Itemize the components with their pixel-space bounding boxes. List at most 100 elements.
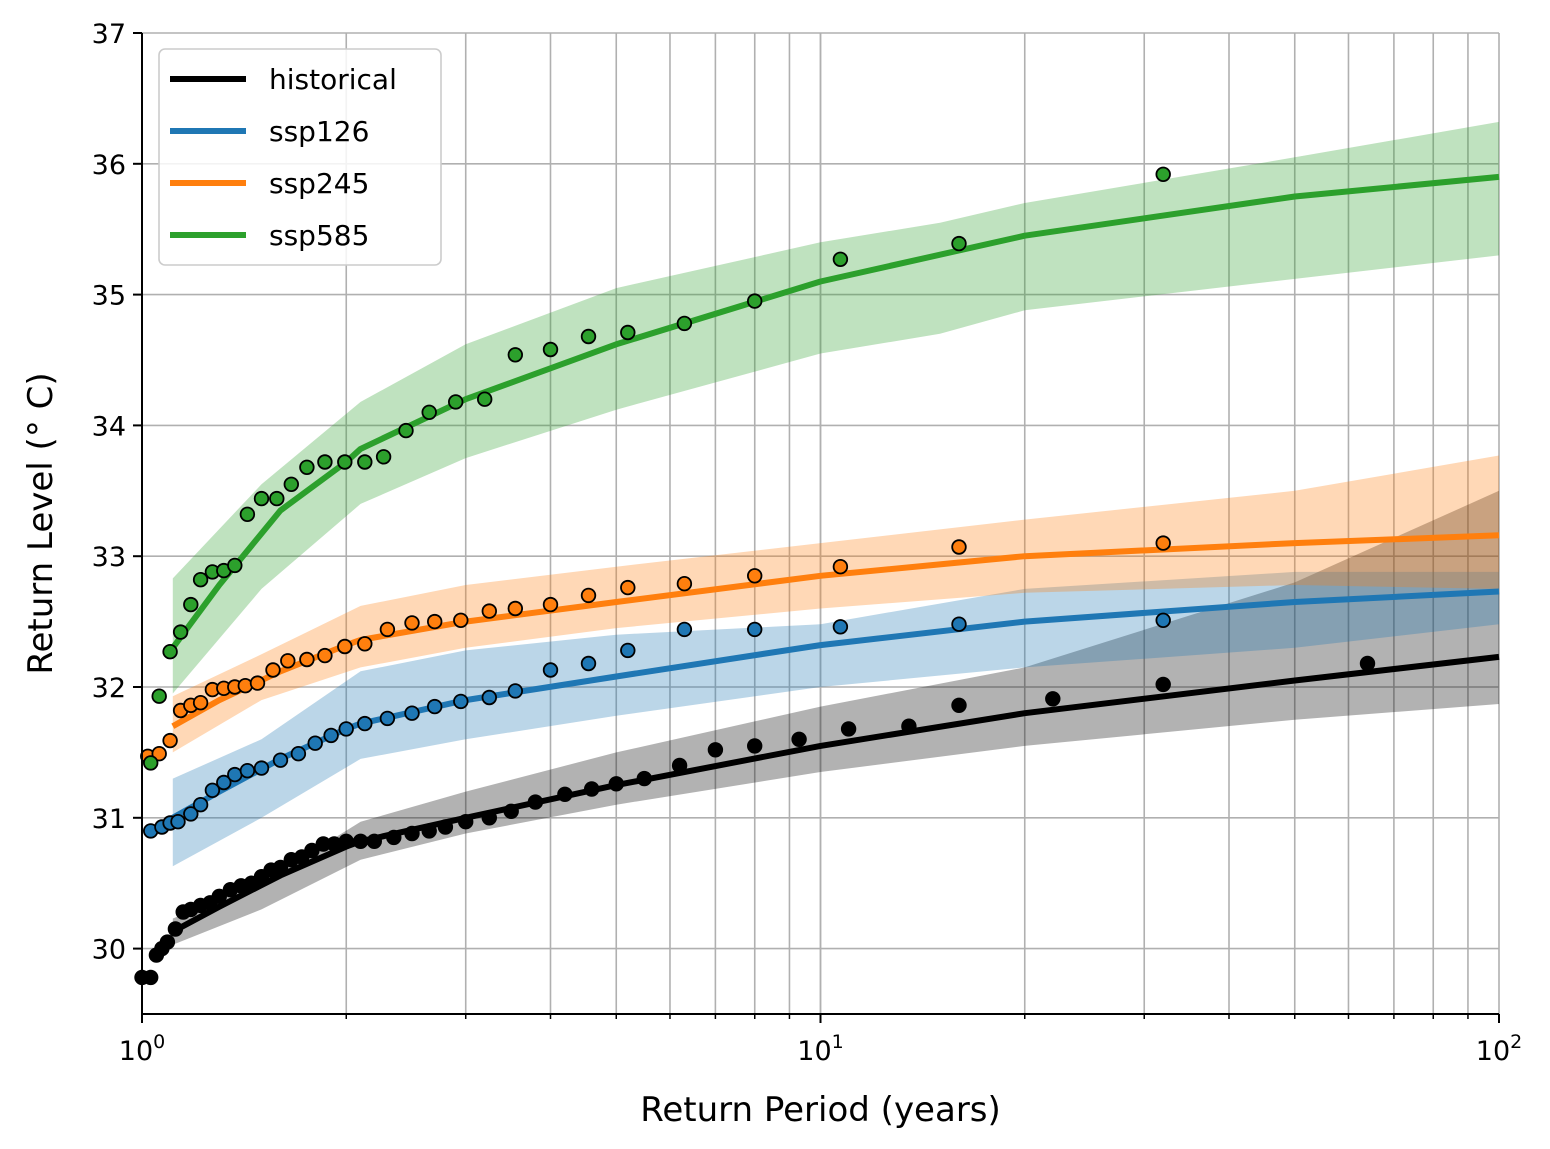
point-ssp585 — [676, 315, 693, 332]
point-ssp126 — [239, 763, 256, 779]
point-ssp585 — [580, 328, 597, 345]
point-ssp245 — [237, 678, 254, 694]
point-historical — [840, 721, 857, 737]
y-tick-label: 30 — [92, 935, 126, 966]
point-historical — [437, 819, 454, 835]
x-tick-label: 100 — [119, 1031, 165, 1067]
point-ssp245 — [832, 559, 849, 575]
point-ssp245 — [620, 579, 636, 596]
point-ssp126 — [747, 621, 763, 638]
grid-lines — [141, 32, 1500, 1014]
point-ssp585 — [832, 251, 849, 267]
point-ssp585 — [172, 624, 189, 640]
point-ssp126 — [183, 806, 199, 822]
point-historical — [636, 770, 653, 787]
point-ssp245 — [580, 587, 597, 604]
legend-box — [158, 48, 442, 266]
point-ssp585 — [542, 341, 559, 358]
point-ssp245 — [317, 647, 333, 664]
point-historical — [671, 757, 688, 774]
point-ssp585 — [253, 490, 270, 507]
point-ssp126 — [170, 814, 186, 830]
y-tick-label: 31 — [92, 804, 126, 835]
point-ssp126 — [307, 735, 323, 751]
point-ssp245 — [249, 675, 266, 691]
point-ssp585 — [507, 347, 524, 363]
point-ssp126 — [323, 727, 339, 744]
point-historical — [791, 731, 807, 748]
point-ssp585 — [227, 557, 243, 574]
point-ssp126 — [453, 693, 469, 710]
point-ssp585 — [421, 404, 437, 421]
point-historical — [503, 803, 519, 820]
point-ssp245 — [280, 653, 296, 669]
point-ssp126 — [676, 621, 693, 638]
point-ssp126 — [507, 683, 524, 699]
point-ssp585 — [1155, 166, 1171, 183]
point-ssp245 — [192, 695, 209, 711]
empirical-points — [134, 166, 1376, 986]
point-historical — [1359, 655, 1376, 672]
point-ssp126 — [404, 705, 420, 721]
point-ssp585 — [239, 506, 256, 523]
point-ssp245 — [453, 612, 469, 629]
point-ssp245 — [265, 662, 281, 678]
point-historical — [584, 781, 600, 797]
point-ssp126 — [542, 662, 559, 678]
point-ssp126 — [427, 698, 443, 715]
point-ssp126 — [357, 715, 373, 732]
point-ssp126 — [253, 760, 270, 776]
legend-label-ssp585: ssp585 — [269, 219, 369, 252]
point-historical — [608, 776, 625, 792]
point-historical — [304, 842, 320, 859]
point-ssp585 — [299, 459, 315, 476]
point-ssp245 — [427, 613, 443, 630]
point-ssp126 — [192, 797, 209, 813]
point-historical — [386, 829, 402, 846]
point-historical — [142, 969, 159, 986]
point-ssp126 — [338, 721, 354, 737]
point-ssp245 — [481, 603, 498, 619]
legend-label-ssp126: ssp126 — [269, 115, 369, 148]
point-ssp585 — [269, 490, 285, 507]
confidence-bands — [172, 121, 1499, 945]
point-historical — [211, 888, 228, 905]
fit-line-ssp585 — [170, 173, 1500, 650]
point-historical — [167, 921, 184, 937]
y-axis-title: Return Level (° C) — [21, 372, 61, 674]
ticks: 30 31 32 33 34 35 36 37 100 101 102 — [92, 19, 1523, 1067]
point-historical — [951, 697, 967, 714]
legend-label-ssp245: ssp245 — [269, 167, 369, 200]
point-ssp245 — [507, 600, 524, 617]
point-ssp245 — [404, 615, 420, 631]
point-ssp126 — [216, 774, 232, 791]
point-ssp245 — [151, 746, 167, 762]
x-tick-label: 102 — [1476, 1031, 1522, 1067]
point-ssp245 — [1155, 535, 1171, 551]
band-ssp585 — [172, 121, 1499, 694]
point-ssp585 — [477, 391, 493, 407]
point-historical — [481, 810, 498, 826]
point-ssp126 — [1155, 612, 1171, 629]
point-ssp245 — [299, 651, 315, 668]
y-tick-label: 37 — [92, 19, 126, 50]
legend-label-historical: historical — [269, 63, 397, 96]
point-ssp126 — [227, 766, 243, 783]
point-ssp126 — [580, 655, 597, 672]
point-historical — [458, 814, 474, 830]
band-ssp245 — [172, 455, 1499, 753]
point-historical — [404, 825, 420, 842]
point-ssp126 — [951, 616, 967, 632]
y-tick-label: 35 — [92, 281, 126, 312]
point-ssp585 — [448, 394, 464, 410]
point-historical — [352, 833, 369, 850]
band-ssp126 — [172, 571, 1499, 867]
point-ssp126 — [379, 710, 396, 727]
band-historical — [172, 490, 1499, 945]
y-tick-label: 33 — [92, 542, 126, 573]
point-historical — [557, 786, 573, 803]
point-ssp245 — [379, 621, 396, 638]
point-ssp585 — [151, 688, 167, 704]
legend: historical ssp126 ssp245 ssp585 — [158, 48, 442, 266]
